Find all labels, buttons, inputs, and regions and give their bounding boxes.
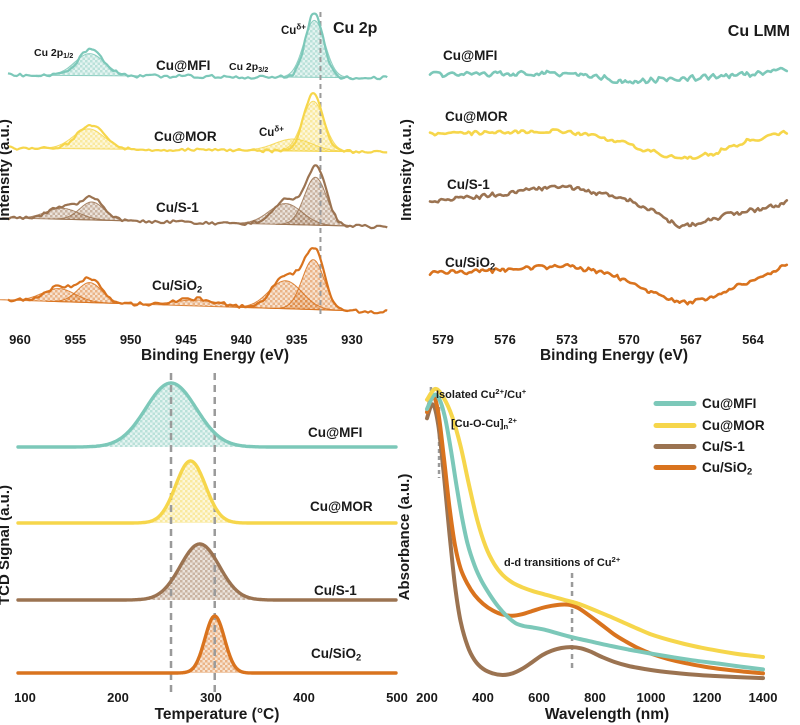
lmm-series-label-cu-s-1: Cu/S-1 [447, 177, 490, 192]
xps-xtick-950: 950 [120, 332, 142, 347]
panel-cu2p-xps: Cu@MFI Cu@MOR Cu/S-1 Cu/SiO2 Cu 2p1/2 Cu 2p3/… [0, 12, 388, 364]
xps-cu-mfi-component-1 [276, 19, 352, 79]
xps-series-label-cu-mfi: Cu@MFI [156, 58, 210, 73]
xps-series-label-cu-s-1: Cu/S-1 [156, 200, 199, 215]
uvvis-cu-mfi-curve [425, 392, 765, 672]
tpd-series-label-cu-s-1: Cu/S-1 [314, 583, 357, 598]
tpd-xtick-500: 500 [386, 690, 408, 705]
xps-series-label-cu-sio-2: Cu/SiO2 [152, 278, 202, 295]
lmm-xtick-576: 576 [494, 332, 516, 347]
xps-xtick-955: 955 [64, 332, 86, 347]
xps-cu-mfi-curve [7, 12, 388, 81]
lmm-cu-s-1-curve [428, 184, 789, 229]
lmm-series-label-cu-mor: Cu@MOR [445, 109, 508, 124]
legend-label-cu-sio-2: Cu/SiO2 [702, 460, 752, 477]
panel-uv-vis-drs: Cu@MFI Cu@MOR Cu/S-1 Cu/SiO2 Isolated Cu2+/C… [396, 386, 778, 723]
legend-label-cu-mor: Cu@MOR [702, 418, 765, 433]
lmm-xaxis-title: Binding Energy (eV) [540, 347, 688, 364]
tpd-series-label-cu-sio-2: Cu/SiO2 [311, 646, 361, 663]
tpd-cu-mfi-curve [16, 381, 398, 449]
tpd-cu-sio-2-curve [16, 614, 398, 675]
xps-cu-mor-curve [7, 92, 388, 154]
tpd-xtick-100: 100 [14, 690, 36, 705]
panel-h2-tpr-tcd: Cu@MFI Cu@MOR Cu/S-1 Cu/SiO2 100 200 300 400 500… [0, 373, 408, 723]
xps-cudelta-mor-label: Cuδ+ [259, 125, 284, 139]
uvvis-xtick-1400: 1400 [749, 690, 778, 705]
lmm-series-label-cu-mfi: Cu@MFI [443, 48, 497, 63]
lmm-cu-mor-curve [428, 128, 789, 160]
xps-cu-mor-component-0 [32, 128, 144, 150]
xps-xtick-935: 935 [286, 332, 308, 347]
xps-cu2p32-label: Cu 2p3/2 [229, 61, 268, 74]
uvvis-cu-mor-curve [425, 386, 765, 659]
xps-yaxis-title: Intensity (a.u.) [0, 119, 13, 221]
uvvis-xtick-1000: 1000 [637, 690, 666, 705]
lmm-xtick-567: 567 [680, 332, 702, 347]
lmm-cu-sio-2-curve [428, 263, 789, 306]
uvvis-cu-s-1-curve [425, 402, 765, 681]
tpd-series-label-cu-mor: Cu@MOR [310, 499, 373, 514]
uvvis-cu-sio-2-curve [425, 393, 765, 676]
uvvis-xaxis-title: Wavelength (nm) [545, 706, 669, 723]
tpd-xtick-200: 200 [107, 690, 129, 705]
tpd-cu-mor-curve [16, 459, 398, 525]
xps-cu-s-1-curve [7, 164, 388, 230]
tpd-xaxis-title: Temperature (°C) [155, 706, 280, 723]
lmm-cu-mfi-curve [428, 66, 789, 85]
uvvis-yaxis-title: Absorbance (a.u.) [396, 474, 413, 601]
lmm-xtick-570: 570 [618, 332, 640, 347]
uvvis-isolated-cu-label: Isolated Cu2+/Cu+ [436, 387, 527, 401]
tpd-xtick-400: 400 [293, 690, 315, 705]
xps-cu-sio-2-curve [7, 247, 388, 315]
uvvis-dd-transitions-label: d-d transitions of Cu2+ [504, 555, 621, 569]
xps-xtick-930: 930 [341, 332, 363, 347]
xps-series-label-cu-mor: Cu@MOR [154, 129, 217, 144]
tpd-xtick-300: 300 [200, 690, 222, 705]
uvvis-xtick-400: 400 [472, 690, 494, 705]
uvvis-xtick-800: 800 [584, 690, 606, 705]
tpd-cu-s-1-peak-fill [18, 544, 396, 600]
xps-xtick-945: 945 [175, 332, 197, 347]
tpd-cu-s-1-curve [16, 542, 398, 602]
tpd-cu-mfi-peak-fill [18, 383, 396, 447]
xps-panel-title: Cu 2p [333, 20, 378, 37]
uvvis-cu-o-cu-label: [Cu-O-Cu]n2+ [451, 416, 518, 431]
panel-cu-lmm-auger: Cu@MFI Cu@MOR Cu/S-1 Cu/SiO2 Cu LMM 579 576 573… [398, 23, 790, 364]
tpd-cu-sio-2-peak-fill [18, 616, 396, 673]
xps-cu2p12-label: Cu 2p1/2 [34, 47, 73, 60]
lmm-xtick-579: 579 [432, 332, 454, 347]
lmm-yaxis-title: Intensity (a.u.) [398, 119, 415, 221]
legend-label-cu-mfi: Cu@MFI [702, 396, 756, 411]
uvvis-xtick-1200: 1200 [693, 690, 722, 705]
lmm-panel-title: Cu LMM [728, 23, 790, 40]
lmm-xtick-573: 573 [556, 332, 578, 347]
lmm-series-label-cu-sio-2: Cu/SiO2 [445, 255, 495, 272]
uvvis-xtick-200: 200 [416, 690, 438, 705]
lmm-xtick-564: 564 [742, 332, 764, 347]
xps-xtick-960: 960 [9, 332, 31, 347]
xps-xtick-940: 940 [230, 332, 252, 347]
xps-xaxis-title: Binding Energy (eV) [141, 347, 289, 364]
tpd-series-label-cu-mfi: Cu@MFI [308, 425, 362, 440]
legend-label-cu-s-1: Cu/S-1 [702, 439, 745, 454]
uvvis-xtick-600: 600 [528, 690, 550, 705]
tpd-yaxis-title: TCD Signal (a.u.) [0, 485, 13, 605]
xps-cudelta-mfi-label: Cuδ+ [281, 23, 306, 37]
